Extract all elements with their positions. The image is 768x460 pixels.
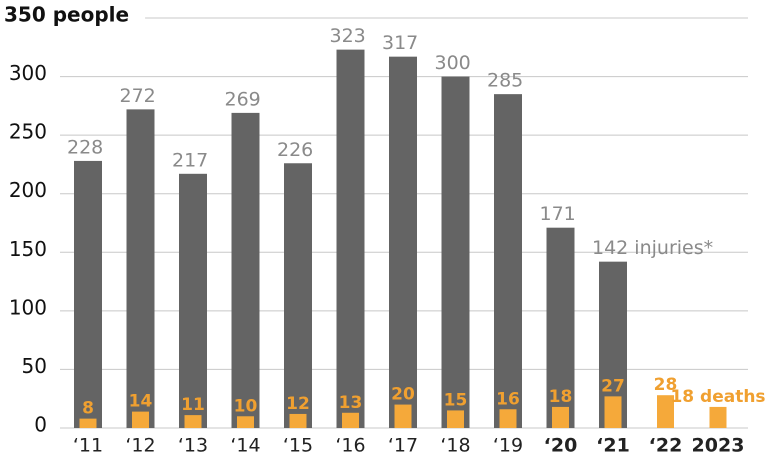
x-tick-label: ‘19: [493, 435, 523, 457]
death-label: 13: [339, 393, 363, 413]
death-label: 8: [82, 399, 94, 419]
injury-label: 317: [382, 32, 418, 54]
injury-label: 142 injuries*: [592, 237, 713, 259]
injury-label: 272: [120, 85, 156, 107]
x-tick-label: ‘16: [335, 435, 365, 457]
death-label: 14: [129, 392, 153, 412]
y-tick-label: 50: [22, 354, 47, 378]
x-tick-label: 2023: [692, 435, 745, 457]
death-label: 15: [444, 390, 468, 410]
bar: [552, 406, 569, 428]
x-tick-label: ‘14: [230, 435, 260, 457]
injury-label: 269: [225, 88, 261, 110]
y-tick-label: 200: [9, 178, 47, 202]
injury-label: 300: [435, 52, 471, 74]
bar: [447, 410, 464, 428]
y-tick-label: 0: [34, 413, 47, 437]
y-tick-label: 150: [9, 237, 47, 261]
injury-label: 228: [67, 136, 103, 158]
bar: [499, 409, 517, 428]
x-tick-label: ‘11: [73, 435, 103, 457]
x-tick-label: ‘17: [388, 435, 418, 457]
death-label: 16: [496, 389, 520, 409]
bar: [231, 112, 260, 428]
bar: [184, 415, 202, 428]
death-label: 11: [181, 395, 205, 415]
bar: [394, 404, 412, 428]
bar: [342, 412, 359, 428]
bar: [336, 49, 365, 428]
death-label: 18 deaths: [670, 387, 765, 407]
injury-label: 217: [172, 149, 208, 171]
injury-label: 285: [487, 70, 523, 92]
bar: [546, 227, 575, 428]
death-label: 27: [601, 376, 625, 396]
y-tick-label: 100: [9, 295, 47, 319]
bar: [284, 163, 312, 428]
bar: [126, 109, 155, 428]
bar: [179, 173, 207, 428]
bar: [79, 418, 97, 428]
death-label: 18: [549, 387, 573, 407]
bar: [604, 396, 622, 428]
bar: [74, 160, 102, 428]
x-tick-label: ‘15: [283, 435, 313, 457]
x-tick-label: ‘13: [178, 435, 208, 457]
death-label: 10: [234, 396, 258, 416]
bar: [289, 413, 307, 428]
x-tick-label: ‘21: [596, 435, 630, 457]
x-tick-label: ‘18: [440, 435, 470, 457]
death-label: 20: [391, 385, 415, 405]
y-tick-label: 350 people: [4, 3, 129, 27]
x-tick-label: ‘22: [649, 435, 683, 457]
y-tick-label: 300: [9, 61, 47, 85]
injury-label: 323: [330, 25, 366, 47]
bar: [657, 395, 674, 428]
injury-label: 171: [540, 203, 576, 225]
injury-label: 226: [277, 139, 313, 161]
bar: [709, 406, 727, 428]
bar: [132, 411, 149, 428]
x-tick-label: ‘20: [544, 435, 578, 457]
bar: [494, 94, 522, 429]
bar: [237, 416, 254, 428]
death-label: 12: [286, 394, 310, 414]
death-label: 28: [654, 375, 678, 395]
x-tick-label: ‘12: [125, 435, 155, 457]
bar: [441, 76, 470, 429]
y-tick-label: 250: [9, 120, 47, 144]
bar: [389, 56, 417, 429]
